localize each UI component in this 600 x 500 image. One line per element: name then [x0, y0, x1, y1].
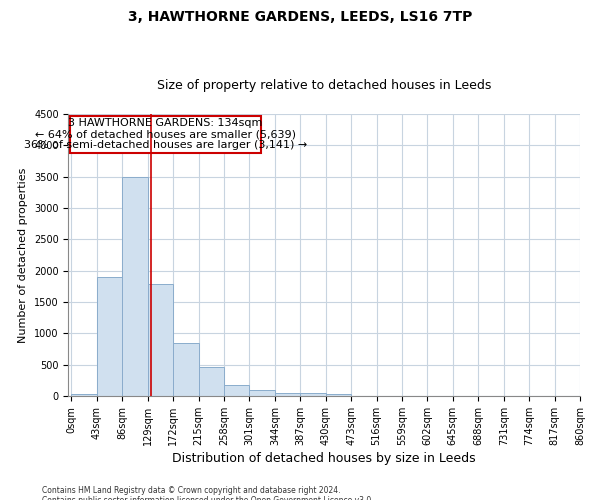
- FancyBboxPatch shape: [70, 116, 260, 154]
- Bar: [224, 385, 250, 396]
- Bar: [122, 176, 148, 396]
- Text: 3, HAWTHORNE GARDENS, LEEDS, LS16 7TP: 3, HAWTHORNE GARDENS, LEEDS, LS16 7TP: [128, 10, 472, 24]
- Bar: [148, 284, 173, 396]
- Bar: [71, 394, 97, 396]
- Bar: [275, 392, 300, 396]
- Text: 36% of semi-detached houses are larger (3,141) →: 36% of semi-detached houses are larger (…: [24, 140, 307, 150]
- X-axis label: Distribution of detached houses by size in Leeds: Distribution of detached houses by size …: [172, 452, 476, 465]
- Title: Size of property relative to detached houses in Leeds: Size of property relative to detached ho…: [157, 79, 491, 92]
- Bar: [97, 277, 122, 396]
- Bar: [250, 390, 275, 396]
- Bar: [300, 393, 326, 396]
- Text: ← 64% of detached houses are smaller (5,639): ← 64% of detached houses are smaller (5,…: [35, 129, 296, 139]
- Bar: [173, 342, 199, 396]
- Text: 3 HAWTHORNE GARDENS: 134sqm: 3 HAWTHORNE GARDENS: 134sqm: [68, 118, 263, 128]
- Text: Contains public sector information licensed under the Open Government Licence v3: Contains public sector information licen…: [42, 496, 374, 500]
- Text: Contains HM Land Registry data © Crown copyright and database right 2024.: Contains HM Land Registry data © Crown c…: [42, 486, 341, 495]
- Y-axis label: Number of detached properties: Number of detached properties: [19, 168, 28, 342]
- Bar: [199, 367, 224, 396]
- Bar: [326, 394, 351, 396]
